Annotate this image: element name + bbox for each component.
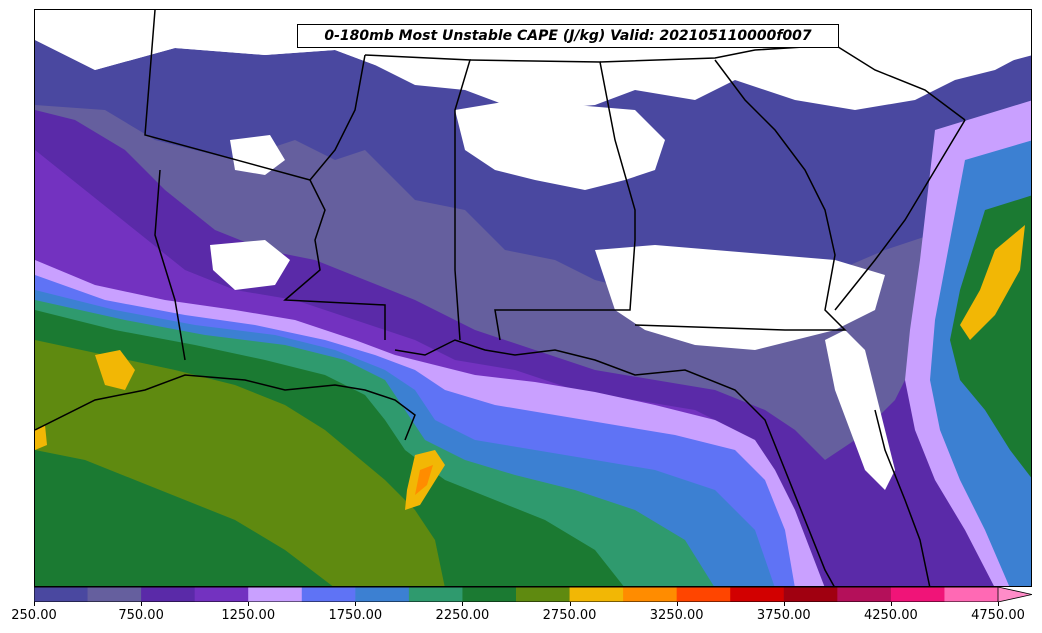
cape-field-2500 <box>35 340 445 586</box>
no-cape-region-arkansas <box>210 240 290 290</box>
colorbar-tick-label: 3750.00 <box>756 608 811 623</box>
colorbar-tick-mark <box>34 602 35 606</box>
cape-atlantic-2750 <box>960 225 1025 340</box>
no-cape-region-georgia <box>595 245 885 350</box>
colorbar-tick-label: 1250.00 <box>221 608 276 623</box>
colorbar-segment <box>623 587 678 602</box>
colorbar-tick-label: 4250.00 <box>863 608 918 623</box>
colorbar-tick-mark <box>355 602 357 606</box>
colorbar-tick-label: 250.00 <box>11 608 57 623</box>
colorbar-tick-label: 2750.00 <box>542 608 597 623</box>
colorbar-segment <box>462 587 517 602</box>
colorbar-segment <box>890 587 945 602</box>
colorbar-tick-mark <box>569 602 571 606</box>
colorbar-segment <box>569 587 624 602</box>
colorbar-segment <box>516 587 571 602</box>
colorbar-tick-label: 2250.00 <box>435 608 490 623</box>
no-cape-region-alabama <box>455 100 665 190</box>
colorbar <box>34 587 1032 602</box>
colorbar-segment <box>194 587 249 602</box>
colorbar-tick-mark <box>783 602 785 606</box>
colorbar-segment <box>248 587 303 602</box>
colorbar-tick-mark <box>248 602 250 606</box>
colorbar-segment <box>676 587 731 602</box>
colorbar-segment <box>34 587 89 602</box>
colorbar-segment <box>730 587 785 602</box>
colorbar-segment <box>408 587 463 602</box>
cape-contour-map <box>35 10 1031 586</box>
colorbar-segment <box>783 587 838 602</box>
colorbar-segment <box>301 587 356 602</box>
colorbar-segment <box>355 587 410 602</box>
colorbar-ticks: 250.00 750.00 1250.00 1750.00 2250.00 2750.00… <box>0 602 1042 632</box>
colorbar-segment <box>944 587 999 602</box>
map-panel: 0-180mb Most Unstable CAPE (J/kg) Valid:… <box>34 9 1032 587</box>
state-borders <box>35 10 966 586</box>
cape-field-3000 <box>415 465 433 495</box>
colorbar-tick-label: 3250.00 <box>649 608 704 623</box>
colorbar-tick-mark <box>998 602 999 606</box>
colorbar-tick-mark <box>462 602 464 606</box>
map-title: 0-180mb Most Unstable CAPE (J/kg) Valid:… <box>297 24 839 48</box>
colorbar-segment <box>837 587 892 602</box>
colorbar-tick-mark <box>141 602 143 606</box>
colorbar-segment <box>87 587 142 602</box>
colorbar-segment <box>141 587 196 602</box>
colorbar-tick-mark <box>676 602 678 606</box>
colorbar-tick-label: 4750.00 <box>971 608 1025 623</box>
colorbar-tick-mark <box>890 602 892 606</box>
colorbar-tick-label: 1750.00 <box>328 608 383 623</box>
colorbar-extend-arrow <box>997 587 1032 602</box>
no-cape-region-florida <box>825 330 895 490</box>
no-cape-region-texas <box>230 135 285 175</box>
colorbar-tick-label: 750.00 <box>118 608 164 623</box>
